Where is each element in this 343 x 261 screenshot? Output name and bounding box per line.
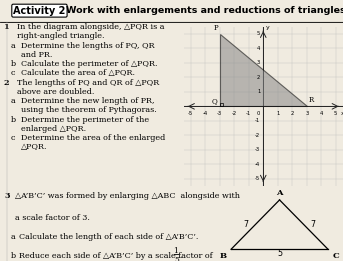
Text: Reduce each side of △A’B’C’ by a scale factor of: Reduce each side of △A’B’C’ by a scale f… <box>20 252 213 260</box>
Text: 7: 7 <box>310 220 316 229</box>
Text: 2: 2 <box>4 79 9 87</box>
Text: In the diagram alongside, △PQR is a: In the diagram alongside, △PQR is a <box>16 23 164 31</box>
Text: C: C <box>333 252 339 260</box>
Text: 2: 2 <box>257 75 260 80</box>
Text: -3: -3 <box>255 147 260 152</box>
Text: The lengths of PQ and QR of △PQR: The lengths of PQ and QR of △PQR <box>16 79 159 87</box>
Text: -4: -4 <box>255 162 260 167</box>
Text: Q: Q <box>212 97 217 105</box>
Text: B: B <box>220 252 226 260</box>
Text: above are doubled.: above are doubled. <box>16 88 94 96</box>
Text: -2: -2 <box>232 111 237 116</box>
Text: 1: 1 <box>276 111 280 116</box>
Text: -5: -5 <box>255 176 260 181</box>
Text: 5: 5 <box>277 249 282 258</box>
Text: Calculate the length of each side of △A’B’C’.: Calculate the length of each side of △A’… <box>20 233 199 241</box>
Text: b: b <box>11 116 16 124</box>
Text: 7: 7 <box>244 220 249 229</box>
Text: b: b <box>11 252 16 260</box>
Text: 3: 3 <box>4 192 10 200</box>
Text: A: A <box>276 189 283 197</box>
Text: and PR.: and PR. <box>21 51 52 59</box>
Text: .: . <box>179 252 181 260</box>
Text: 1: 1 <box>257 89 260 94</box>
Text: a: a <box>11 97 16 105</box>
Text: using the theorem of Pythagoras.: using the theorem of Pythagoras. <box>21 106 157 114</box>
Text: Activity 2: Activity 2 <box>13 6 66 16</box>
Text: 5: 5 <box>174 256 179 261</box>
Polygon shape <box>220 34 307 106</box>
Text: 1: 1 <box>174 247 178 255</box>
Text: -5: -5 <box>188 111 193 116</box>
Text: 3: 3 <box>305 111 308 116</box>
Text: c: c <box>11 134 15 142</box>
Text: R: R <box>308 96 314 104</box>
Text: -1: -1 <box>246 111 251 116</box>
Text: -2: -2 <box>255 133 260 138</box>
Text: Determine the lengths of PQ, QR: Determine the lengths of PQ, QR <box>21 41 155 50</box>
Text: Calculate the area of △PQR.: Calculate the area of △PQR. <box>21 69 135 77</box>
Text: 2: 2 <box>291 111 294 116</box>
Text: Work with enlargements and reductions of triangles: Work with enlargements and reductions of… <box>66 6 343 15</box>
Text: b: b <box>11 60 16 68</box>
Text: c: c <box>11 69 15 77</box>
Text: Determine the area of the enlarged: Determine the area of the enlarged <box>21 134 165 142</box>
Text: Determine the perimeter of the: Determine the perimeter of the <box>21 116 149 124</box>
Text: △A’B’C’ was formed by enlarging △ABC  alongside with: △A’B’C’ was formed by enlarging △ABC alo… <box>15 192 240 200</box>
Text: 0: 0 <box>257 111 260 116</box>
Text: a: a <box>11 41 16 50</box>
Text: -3: -3 <box>217 111 222 116</box>
Text: a: a <box>11 233 15 241</box>
Text: a scale factor of 3.: a scale factor of 3. <box>15 214 90 222</box>
Text: 5: 5 <box>334 111 338 116</box>
Text: enlarged △PQR.: enlarged △PQR. <box>21 125 86 133</box>
Text: Calculate the perimeter of △PQR.: Calculate the perimeter of △PQR. <box>21 60 157 68</box>
Text: x: x <box>340 111 343 116</box>
Text: 1: 1 <box>4 23 9 31</box>
Text: P: P <box>214 25 218 32</box>
Text: y: y <box>265 25 269 30</box>
Text: △PQR.: △PQR. <box>21 143 48 151</box>
Text: -4: -4 <box>203 111 208 116</box>
Text: Determine the new length of PR,: Determine the new length of PR, <box>21 97 155 105</box>
Text: 5: 5 <box>257 31 260 36</box>
Text: 3: 3 <box>257 60 260 65</box>
Text: 4: 4 <box>320 111 323 116</box>
Text: -1: -1 <box>255 118 260 123</box>
Text: right-angled triangle.: right-angled triangle. <box>16 32 104 40</box>
Text: 4: 4 <box>257 46 260 51</box>
Bar <box>220 103 223 106</box>
